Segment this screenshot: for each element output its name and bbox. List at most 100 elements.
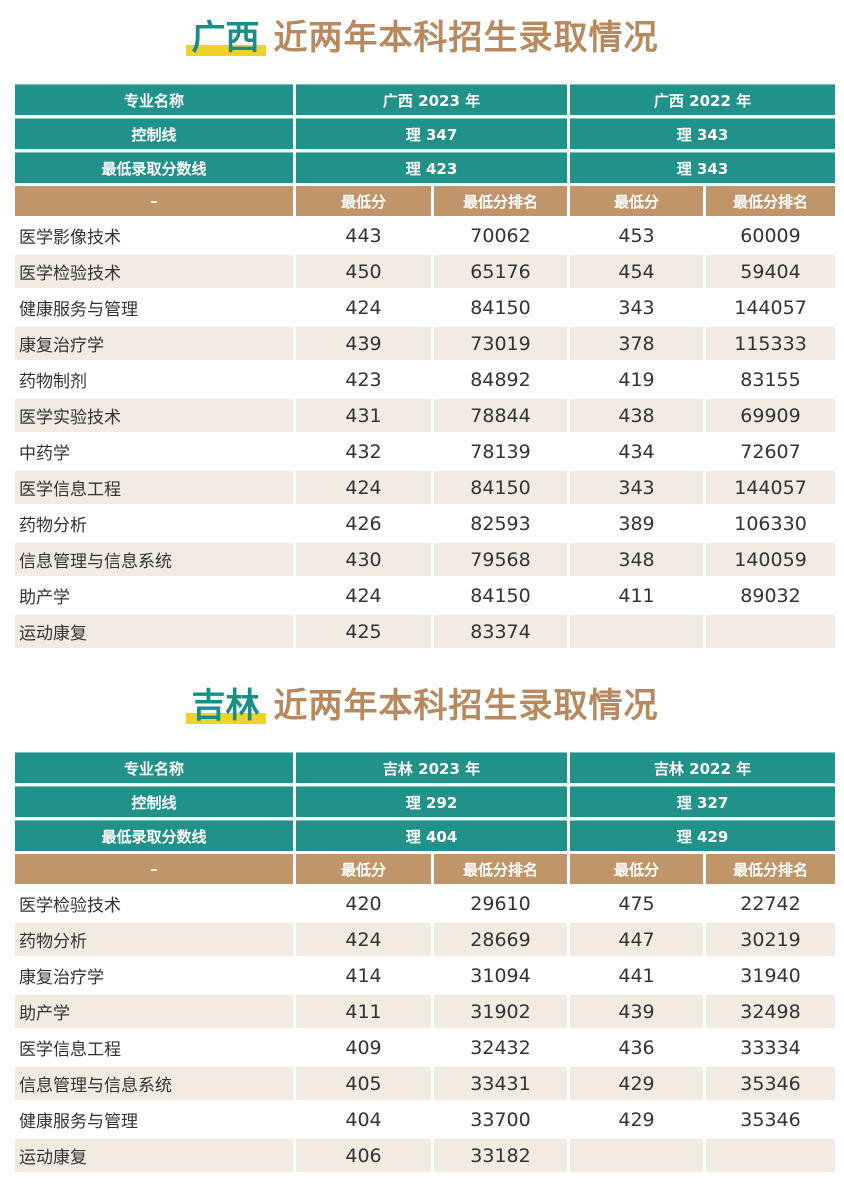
table-row: 医学检验技术 450 65176 454 59404 — [15, 255, 836, 288]
major-name-cell: 助产学 — [15, 579, 293, 612]
guangxi-title-province: 广西 — [185, 8, 266, 68]
min-rank-2022-cell: 106330 — [706, 507, 836, 540]
min-score-2023-cell: 405 — [296, 1067, 431, 1100]
header-row-min-line: 最低录取分数线 理 404 理 429 — [15, 820, 836, 851]
min-rank-2022-cell: 35346 — [706, 1067, 836, 1100]
table-row: 康复治疗学 414 31094 441 31940 — [15, 959, 836, 992]
min-score-2022-cell: 429 — [570, 1103, 704, 1136]
min-rank-2022-cell: 72607 — [706, 435, 836, 468]
min-score-2023-cell: 439 — [296, 327, 431, 360]
min-score-2023-cell: 414 — [296, 959, 431, 992]
min-rank-2022-cell — [706, 1139, 836, 1172]
min-score-2022-cell: 475 — [570, 887, 704, 920]
major-name-cell: 医学信息工程 — [15, 1031, 293, 1064]
jilin-title-text: 近两年本科招生录取情况 — [273, 686, 659, 726]
min-rank-2022-cell: 144057 — [706, 471, 836, 504]
min-score-2022-cell: 348 — [570, 543, 704, 576]
guangxi-admission-table: 专业名称 广西 2023 年 广西 2022 年 控制线 理 347 理 343… — [12, 81, 838, 651]
min-score-2022-cell: 434 — [570, 435, 704, 468]
min-score-2022-cell — [570, 615, 704, 648]
min-rank-2022-cell: 140059 — [706, 543, 836, 576]
control-line-label: 控制线 — [15, 118, 293, 149]
min-rank-2023-cell: 33700 — [434, 1103, 568, 1136]
min-rank-2023-cell: 84150 — [434, 291, 568, 324]
min-rank-2022-cell: 144057 — [706, 291, 836, 324]
subheader-min-2022: 最低分 — [570, 186, 704, 216]
table-row: 健康服务与管理 424 84150 343 144057 — [15, 291, 836, 324]
header-row-min-line: 最低录取分数线 理 423 理 343 — [15, 152, 836, 183]
min-rank-2022-cell: 60009 — [706, 219, 836, 252]
guangxi-data-rows: 医学影像技术 443 70062 453 60009 医学检验技术 450 65176 454 5… — [15, 219, 836, 648]
min-rank-2023-cell: 78844 — [434, 399, 568, 432]
min-score-2022-cell: 438 — [570, 399, 704, 432]
subheader-rank-2022: 最低分排名 — [706, 186, 836, 216]
min-rank-2023-cell: 78139 — [434, 435, 568, 468]
subheader-row: – 最低分 最低分排名 最低分 最低分排名 — [15, 186, 836, 216]
control-line-2023: 理 292 — [296, 786, 568, 817]
min-rank-2022-cell: 33334 — [706, 1031, 836, 1064]
subheader-row: – 最低分 最低分排名 最低分 最低分排名 — [15, 854, 836, 884]
min-rank-2022-cell: 35346 — [706, 1103, 836, 1136]
min-score-2022-cell: 419 — [570, 363, 704, 396]
min-rank-2022-cell: 69909 — [706, 399, 836, 432]
control-line-label: 控制线 — [15, 786, 293, 817]
min-score-2022-cell: 411 — [570, 579, 704, 612]
major-name-cell: 医学检验技术 — [15, 255, 293, 288]
min-rank-2023-cell: 32432 — [434, 1031, 568, 1064]
guangxi-title-text: 近两年本科招生录取情况 — [273, 18, 659, 58]
min-rank-2022-cell: 83155 — [706, 363, 836, 396]
table-row: 运动康复 425 83374 — [15, 615, 836, 648]
min-score-2022-cell — [570, 1139, 704, 1172]
min-rank-2023-cell: 65176 — [434, 255, 568, 288]
control-line-2023: 理 347 — [296, 118, 568, 149]
major-name-cell: 康复治疗学 — [15, 959, 293, 992]
major-name-cell: 药物分析 — [15, 507, 293, 540]
jilin-admission-table: 专业名称 吉林 2023 年 吉林 2022 年 控制线 理 292 理 327… — [12, 749, 838, 1175]
min-score-2022-cell: 378 — [570, 327, 704, 360]
control-line-2022: 理 343 — [570, 118, 836, 149]
major-name-cell: 健康服务与管理 — [15, 1103, 293, 1136]
min-rank-2023-cell: 33431 — [434, 1067, 568, 1100]
major-name-cell: 助产学 — [15, 995, 293, 1028]
header-row-control-line: 控制线 理 347 理 343 — [15, 118, 836, 149]
min-rank-2022-cell: 59404 — [706, 255, 836, 288]
major-name-cell: 医学信息工程 — [15, 471, 293, 504]
major-name-cell: 健康服务与管理 — [15, 291, 293, 324]
min-rank-2022-cell: 22742 — [706, 887, 836, 920]
subheader-rank-2023: 最低分排名 — [434, 854, 568, 884]
min-rank-2022-cell: 30219 — [706, 923, 836, 956]
table-row: 药物分析 426 82593 389 106330 — [15, 507, 836, 540]
subheader-dash: – — [15, 186, 293, 216]
major-name-cell: 药物分析 — [15, 923, 293, 956]
table-row: 医学检验技术 420 29610 475 22742 — [15, 887, 836, 920]
table-row: 信息管理与信息系统 430 79568 348 140059 — [15, 543, 836, 576]
header-row-control-line: 控制线 理 292 理 327 — [15, 786, 836, 817]
min-score-2023-cell: 404 — [296, 1103, 431, 1136]
min-score-2023-cell: 443 — [296, 219, 431, 252]
min-line-label: 最低录取分数线 — [15, 820, 293, 851]
min-rank-2022-cell: 89032 — [706, 579, 836, 612]
table-row: 医学影像技术 443 70062 453 60009 — [15, 219, 836, 252]
subheader-dash: – — [15, 854, 293, 884]
subheader-min-2023: 最低分 — [296, 854, 431, 884]
min-score-2022-cell: 454 — [570, 255, 704, 288]
table-row: 医学实验技术 431 78844 438 69909 — [15, 399, 836, 432]
min-rank-2023-cell: 84892 — [434, 363, 568, 396]
min-score-2022-cell: 436 — [570, 1031, 704, 1064]
min-score-2023-cell: 420 — [296, 887, 431, 920]
min-score-2023-cell: 406 — [296, 1139, 431, 1172]
min-rank-2023-cell: 31902 — [434, 995, 568, 1028]
subheader-min-2023: 最低分 — [296, 186, 431, 216]
major-name-cell: 信息管理与信息系统 — [15, 543, 293, 576]
header-row-major: 专业名称 广西 2023 年 广西 2022 年 — [15, 84, 836, 115]
table-row: 助产学 424 84150 411 89032 — [15, 579, 836, 612]
table-row: 助产学 411 31902 439 32498 — [15, 995, 836, 1028]
min-line-2023: 理 423 — [296, 152, 568, 183]
min-rank-2023-cell: 79568 — [434, 543, 568, 576]
min-score-2023-cell: 426 — [296, 507, 431, 540]
min-score-2023-cell: 430 — [296, 543, 431, 576]
min-rank-2023-cell: 84150 — [434, 471, 568, 504]
min-rank-2023-cell: 31094 — [434, 959, 568, 992]
table-row: 健康服务与管理 404 33700 429 35346 — [15, 1103, 836, 1136]
major-name-cell: 运动康复 — [15, 615, 293, 648]
